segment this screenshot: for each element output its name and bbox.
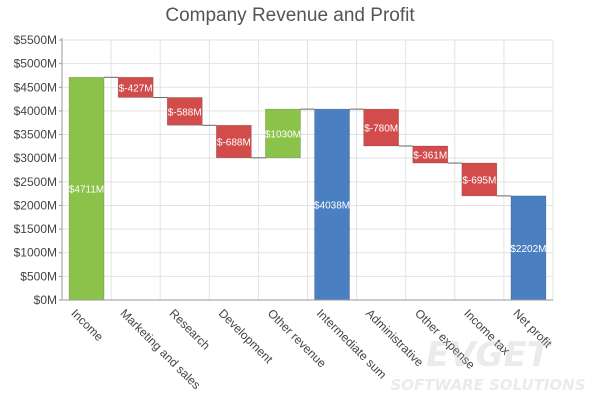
connector-lines bbox=[104, 76, 511, 197]
data-label: $-780M bbox=[364, 124, 398, 135]
chart-title: Company Revenue and Profit bbox=[165, 5, 415, 26]
y-tick-label: $4500M bbox=[14, 80, 57, 94]
y-tick-label: $3500M bbox=[14, 128, 57, 142]
gridlines bbox=[62, 39, 554, 300]
bars bbox=[68, 76, 547, 301]
bar-intermediate-sum bbox=[314, 108, 350, 301]
bar-income-tax bbox=[461, 162, 498, 197]
y-tick-label: $2000M bbox=[14, 198, 57, 212]
data-label: $1030M bbox=[265, 129, 301, 140]
data-label: $-695M bbox=[462, 175, 496, 186]
x-tick-label: Income bbox=[68, 306, 106, 344]
data-label: $-688M bbox=[217, 138, 251, 149]
y-tick-label: $1000M bbox=[14, 246, 57, 260]
data-label: $-588M bbox=[168, 107, 202, 118]
data-label: $2202M bbox=[510, 244, 546, 255]
watermark: EVGET SOFTWARE SOLUTIONS bbox=[390, 335, 585, 394]
y-tick-label: $500M bbox=[20, 269, 57, 283]
y-tick-label: $4000M bbox=[14, 104, 57, 118]
data-label: $-361M bbox=[413, 151, 447, 162]
y-tick-label: $3000M bbox=[14, 151, 57, 165]
bar-income bbox=[68, 76, 105, 301]
watermark-tagline: SOFTWARE SOLUTIONS bbox=[390, 376, 585, 394]
bar-other-revenue bbox=[265, 108, 301, 159]
y-tick-label: $5500M bbox=[14, 33, 57, 47]
bar-net-profit bbox=[510, 195, 547, 301]
data-label: $4038M bbox=[314, 201, 350, 212]
axes bbox=[59, 38, 553, 301]
watermark-brand: EVGET bbox=[426, 335, 553, 375]
y-axis-ticks: $0M $500M $1000M $1500M $2000M $2500M $3000M $3… bbox=[14, 33, 57, 307]
bar-administrative bbox=[363, 108, 399, 147]
y-tick-label: $2500M bbox=[14, 175, 57, 189]
bar-research bbox=[166, 97, 203, 126]
data-labels: $4711M $-427M $-588M $-688M $1030M $4038M $-78… bbox=[69, 83, 547, 255]
y-tick-label: $5000M bbox=[14, 57, 57, 71]
y-tick-label: $1500M bbox=[14, 222, 57, 236]
bar-other-expense bbox=[412, 145, 449, 164]
x-tick-label: Research bbox=[167, 306, 213, 352]
data-label: $-427M bbox=[119, 83, 153, 94]
y-tick-label: $0M bbox=[34, 293, 57, 307]
data-label: $4711M bbox=[69, 185, 104, 196]
bar-development bbox=[216, 124, 252, 159]
bar-marketing-and-sales bbox=[117, 76, 154, 98]
